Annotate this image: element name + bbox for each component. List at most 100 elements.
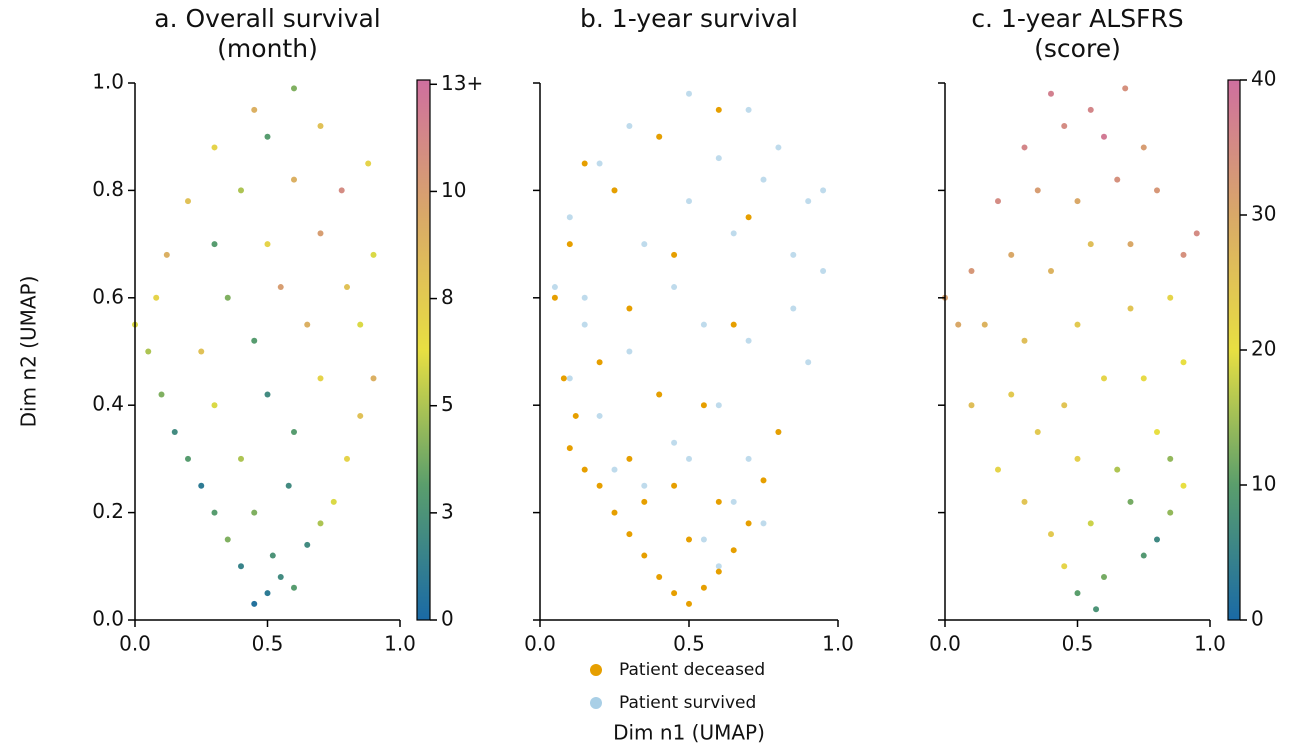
scatter-point [224,536,231,543]
scatter-point [790,251,797,258]
scatter-point [686,600,692,607]
colorbar-tick-label: 20 [1251,337,1276,361]
y-axis-label: Dim n2 (UMAP) [17,276,41,428]
scatter-point [551,294,558,301]
x-tick-label: 0.5 [673,632,705,656]
scatter-point [1127,498,1134,505]
scatter-point [596,160,603,167]
legend-label: Patient survived [619,693,756,713]
scatter-point [1180,482,1187,489]
scatter-point [264,590,271,597]
scatter-point [1122,85,1129,92]
scatter-point [641,482,648,489]
scatter-point [330,498,337,505]
scatter-point [1154,536,1160,543]
scatter-point [671,284,678,291]
scatter-point [715,402,722,409]
y-tick-label: 0.2 [92,499,124,523]
colorbar-tick-label: 8 [441,285,454,309]
scatter-point [626,122,633,129]
scatter-point [365,160,372,167]
x-tick-label: 1.0 [384,632,416,656]
scatter-point [1087,106,1094,113]
legend-marker [590,664,602,676]
scatter-point [291,429,297,436]
scatter-point [805,198,812,205]
scatter-point [277,284,284,291]
scatter-point [1048,531,1054,538]
scatter-point [671,590,678,597]
x-tick-label: 0.0 [119,632,151,656]
colorbar [416,79,431,621]
scatter-point [715,568,722,575]
scatter-point [566,375,573,382]
scatter-point [656,391,663,398]
scatter-point [153,294,160,301]
scatter-point [158,391,165,398]
scatter-point [251,106,258,113]
scatter-point [198,348,205,355]
scatter-point [715,563,722,570]
scatter-point [1154,187,1160,194]
scatter-point [1093,606,1100,613]
scatter-point [269,552,276,559]
scatter-point [1034,187,1041,194]
scatter-point [656,574,663,581]
scatter-point [1101,375,1107,382]
scatter-point [291,85,297,92]
scatter-point [611,187,618,194]
chart-title: c. 1-year ALSFRS [971,4,1183,33]
scatter-point [581,294,588,301]
x-axis-label: Dim n1 (UMAP) [613,721,765,745]
scatter-point [211,402,218,409]
colorbar-tick-label: 5 [441,392,454,416]
scatter-point [163,251,170,258]
scatter-point [1061,402,1068,409]
scatter-point [304,321,311,328]
scatter-point [671,251,678,258]
scatter-point [995,466,1001,473]
scatter-point [1087,520,1094,527]
scatter-point [1021,144,1028,151]
scatter-point [686,90,692,97]
scatter-point [1193,230,1200,237]
scatter-point [611,466,618,473]
scatter-point [641,552,648,559]
scatter-point [1167,294,1174,301]
scatter-point [285,482,292,489]
scatter-point [1087,241,1094,248]
scatter-point [277,574,284,581]
chart-title: (month) [217,34,318,63]
scatter-point [317,375,324,382]
scatter-point [1167,509,1174,516]
x-tick-label: 0.5 [1062,632,1094,656]
y-tick-label: 0.6 [92,284,124,308]
scatter-point [1074,321,1081,328]
scatter-point [581,321,588,328]
scatter-point [1140,144,1147,151]
scatter-point [264,133,271,140]
scatter-point [1140,552,1147,559]
scatter-point [1021,337,1028,344]
scatter-point [955,321,962,328]
colorbar-tick-label: 30 [1251,202,1276,226]
scatter-point [760,176,767,183]
scatter-point [251,600,258,607]
colorbar-tick-label: 13+ [441,71,483,95]
scatter-point [211,509,218,516]
scatter-point [370,251,377,258]
scatter-point [596,359,603,366]
colorbar-tick-label: 10 [1251,472,1276,496]
scatter-point [775,429,782,436]
colorbar-tick-label: 40 [1251,67,1276,91]
scatter-point [760,520,767,527]
scatter-point [760,477,767,484]
scatter-point [566,241,573,248]
scatter-point [700,584,707,591]
scatter-point [745,455,752,462]
scatter-point [745,214,752,221]
scatter-point [551,284,558,291]
scatter-point [251,509,258,516]
scatter-point [317,520,324,527]
